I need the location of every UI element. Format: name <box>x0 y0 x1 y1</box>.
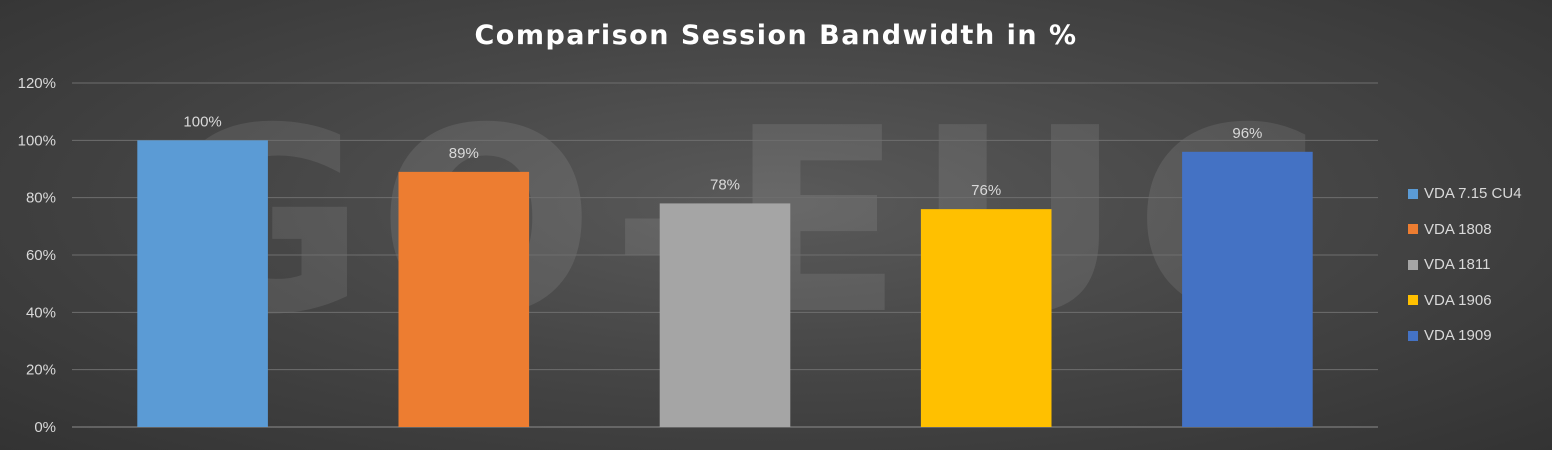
legend-swatch <box>1408 188 1418 199</box>
legend-item: VDA 7.15 CU4 <box>1408 176 1522 212</box>
y-tick-label: 80% <box>26 190 56 207</box>
bar <box>1182 151 1313 428</box>
data-label: 76% <box>971 182 1001 199</box>
legend-label: VDA 1906 <box>1424 291 1492 309</box>
legend-label: VDA 1909 <box>1424 327 1492 345</box>
legend-item: VDA 1909 <box>1408 318 1522 354</box>
data-label: 100% <box>183 113 221 130</box>
y-tick-label: 120% <box>18 75 56 92</box>
y-tick-label: 20% <box>26 362 56 379</box>
data-label: 78% <box>710 176 740 193</box>
legend-item: VDA 1906 <box>1408 283 1522 319</box>
legend-label: VDA 7.15 CU4 <box>1424 185 1522 203</box>
bar <box>659 203 791 427</box>
bar <box>920 209 1052 427</box>
legend-label: VDA 1811 <box>1424 256 1491 274</box>
legend-swatch <box>1408 295 1418 306</box>
bar <box>137 140 268 428</box>
y-tick-label: 40% <box>26 304 56 321</box>
legend-item: VDA 1808 <box>1408 212 1522 248</box>
data-label: 89% <box>449 145 479 162</box>
legend-swatch <box>1408 224 1418 235</box>
y-tick-label: 100% <box>18 132 56 149</box>
chart-title: Comparison Session Bandwidth in % <box>474 20 1078 51</box>
y-tick-label: 60% <box>26 247 56 264</box>
chart-legend: VDA 7.15 CU4 VDA 1808 VDA 1811 VDA 1906 VDA … <box>1408 176 1522 354</box>
data-label: 96% <box>1232 125 1262 142</box>
legend-swatch <box>1408 259 1418 270</box>
legend-label: VDA 1808 <box>1424 220 1492 238</box>
bar <box>398 171 530 427</box>
legend-item: VDA 1811 <box>1408 247 1522 283</box>
legend-swatch <box>1408 330 1418 341</box>
y-tick-label: 0% <box>34 419 56 436</box>
